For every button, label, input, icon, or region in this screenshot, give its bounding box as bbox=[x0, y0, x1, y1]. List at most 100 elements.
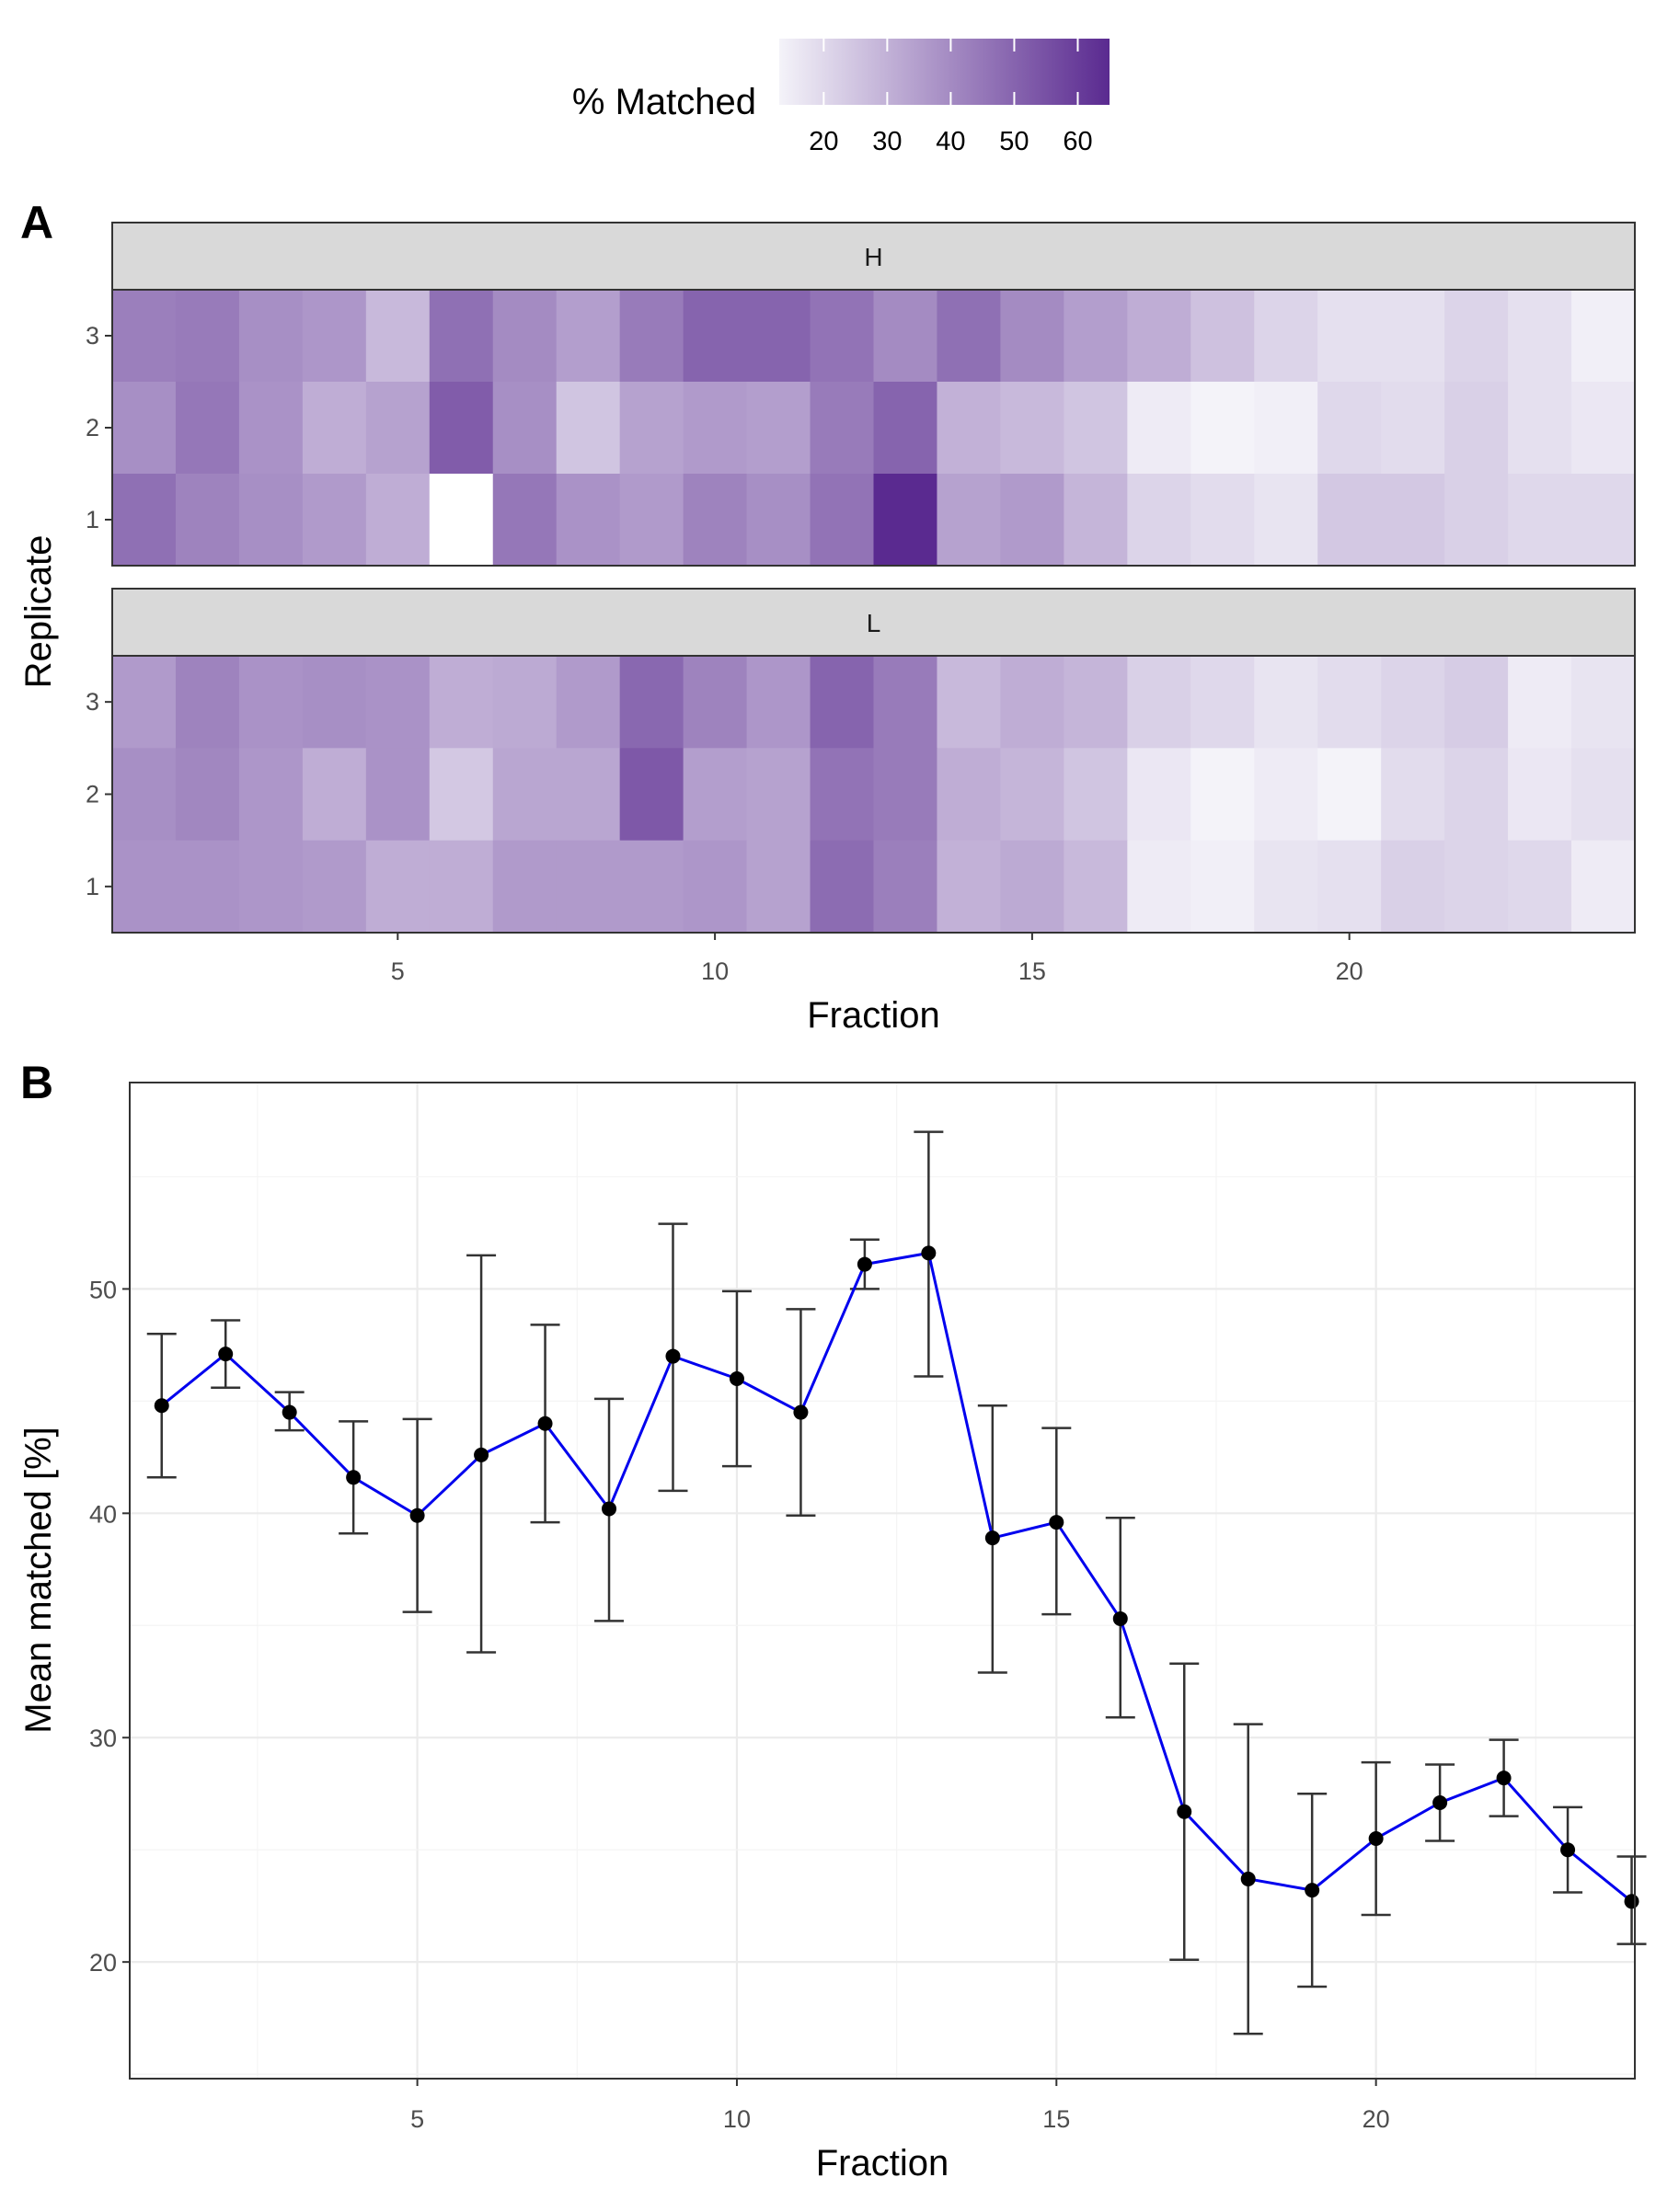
y-tick-label: 50 bbox=[89, 1276, 117, 1303]
heatmap-cell bbox=[492, 656, 558, 749]
heatmap-cell bbox=[429, 290, 494, 383]
heatmap-cell bbox=[1317, 290, 1382, 383]
heatmap-cell bbox=[302, 290, 367, 383]
heatmap-cell bbox=[429, 382, 494, 475]
facet-l-strip-label: L bbox=[867, 609, 881, 637]
legend-colorbar bbox=[779, 39, 1110, 105]
heatmap-cell bbox=[1000, 840, 1064, 934]
heatmap-cell bbox=[1381, 382, 1445, 475]
heatmap-cell bbox=[1571, 382, 1636, 475]
heatmap-cell bbox=[1190, 656, 1255, 749]
heatmap-cell bbox=[1444, 382, 1509, 475]
data-point bbox=[154, 1398, 169, 1414]
heatmap-cell bbox=[238, 748, 304, 842]
heatmap-cell bbox=[873, 382, 938, 475]
heatmap-cell bbox=[1571, 290, 1636, 383]
data-point bbox=[1240, 1871, 1256, 1886]
data-point bbox=[1305, 1883, 1320, 1898]
panel-b-y-title: Mean matched [%] bbox=[18, 1427, 59, 1734]
heatmap-cell bbox=[1317, 748, 1382, 842]
heatmap-cell bbox=[365, 290, 431, 383]
heatmap-cell bbox=[1381, 656, 1445, 749]
data-point bbox=[1432, 1794, 1448, 1810]
heatmap-cell bbox=[365, 748, 431, 842]
heatmap-cell bbox=[429, 840, 494, 934]
y-tick-label: 3 bbox=[86, 688, 99, 716]
heatmap-cell bbox=[1064, 290, 1128, 383]
heatmap-cell bbox=[175, 382, 240, 475]
heatmap-cell bbox=[619, 290, 684, 383]
heatmap-cell bbox=[112, 840, 177, 934]
heatmap-cell bbox=[1444, 748, 1509, 842]
mean-matched-line bbox=[160, 1251, 1633, 1903]
heatmap-cell bbox=[873, 748, 938, 842]
heatmap-cell bbox=[1254, 474, 1318, 567]
legend-tick-label: 60 bbox=[1063, 127, 1092, 156]
legend-tick-label: 20 bbox=[809, 127, 838, 156]
heatmap-cell bbox=[1190, 382, 1255, 475]
heatmap-cell bbox=[1254, 840, 1318, 934]
panel-b-points bbox=[154, 1245, 1639, 1909]
heatmap-cell bbox=[1317, 474, 1382, 567]
heatmap-cell bbox=[302, 474, 367, 567]
data-point bbox=[218, 1347, 234, 1362]
color-legend: % Matched 20 30 40 50 60 bbox=[572, 39, 1110, 156]
heatmap-cell bbox=[683, 748, 748, 842]
heatmap-cell bbox=[175, 840, 240, 934]
heatmap-cell bbox=[556, 290, 621, 383]
heatmap-cell bbox=[873, 290, 938, 383]
heatmap-cell bbox=[1254, 290, 1318, 383]
heatmap-cell bbox=[683, 474, 748, 567]
panel-b-ticks: 5 10 15 20 20 30 40 50 bbox=[89, 1276, 1390, 2133]
x-tick-label: 15 bbox=[1042, 2105, 1070, 2133]
heatmap-cell bbox=[619, 840, 684, 934]
heatmap-cell bbox=[1064, 474, 1128, 567]
panel-b-label: B bbox=[20, 1057, 53, 1108]
heatmap-cell bbox=[429, 748, 494, 842]
heatmap-cell bbox=[112, 382, 177, 475]
facet-h: H 3 2 1 bbox=[86, 222, 1636, 567]
heatmap-cell bbox=[175, 290, 240, 383]
panel-a: A H 3 2 1 L 3 2 1 5 10 15 20 Fraction Replicate bbox=[18, 197, 1636, 1036]
heatmap-cell bbox=[112, 656, 177, 749]
legend-ticks: 20 30 40 50 60 bbox=[809, 39, 1093, 156]
heatmap-cell bbox=[810, 290, 875, 383]
heatmap-cell bbox=[1444, 656, 1509, 749]
data-point bbox=[282, 1404, 297, 1420]
heatmap-cell bbox=[937, 474, 1002, 567]
heatmap-cell bbox=[810, 840, 875, 934]
heatmap-cell bbox=[619, 748, 684, 842]
heatmap-cell bbox=[1127, 656, 1191, 749]
heatmap-cell bbox=[1127, 474, 1191, 567]
legend-tick-label: 30 bbox=[872, 127, 902, 156]
legend-tick-label: 50 bbox=[999, 127, 1029, 156]
heatmap-cell bbox=[302, 748, 367, 842]
facet-h-y-ticks: 3 2 1 bbox=[86, 322, 112, 533]
heatmap-cell bbox=[556, 840, 621, 934]
data-point bbox=[1177, 1804, 1192, 1819]
heatmap-cell bbox=[556, 656, 621, 749]
heatmap-cell bbox=[429, 656, 494, 749]
heatmap-cell bbox=[746, 656, 811, 749]
heatmap-cell bbox=[1190, 840, 1255, 934]
heatmap-cell bbox=[492, 382, 558, 475]
heatmap-cell bbox=[1508, 748, 1572, 842]
x-tick-label: 10 bbox=[723, 2105, 751, 2133]
heatmap-cell bbox=[1317, 382, 1382, 475]
facet-h-strip-label: H bbox=[864, 243, 882, 271]
heatmap-cell bbox=[683, 840, 748, 934]
data-point bbox=[537, 1415, 553, 1431]
heatmap-cell bbox=[238, 656, 304, 749]
heatmap-cell bbox=[365, 656, 431, 749]
heatmap-cell bbox=[238, 474, 304, 567]
data-point bbox=[1112, 1610, 1128, 1626]
heatmap-cell bbox=[873, 656, 938, 749]
heatmap-cell bbox=[238, 290, 304, 383]
data-point bbox=[1624, 1894, 1639, 1909]
heatmap-cell bbox=[238, 382, 304, 475]
heatmap-cell bbox=[1000, 290, 1064, 383]
heatmap-cell bbox=[556, 474, 621, 567]
data-point bbox=[602, 1501, 617, 1517]
panel-b-x-title: Fraction bbox=[816, 2143, 949, 2183]
